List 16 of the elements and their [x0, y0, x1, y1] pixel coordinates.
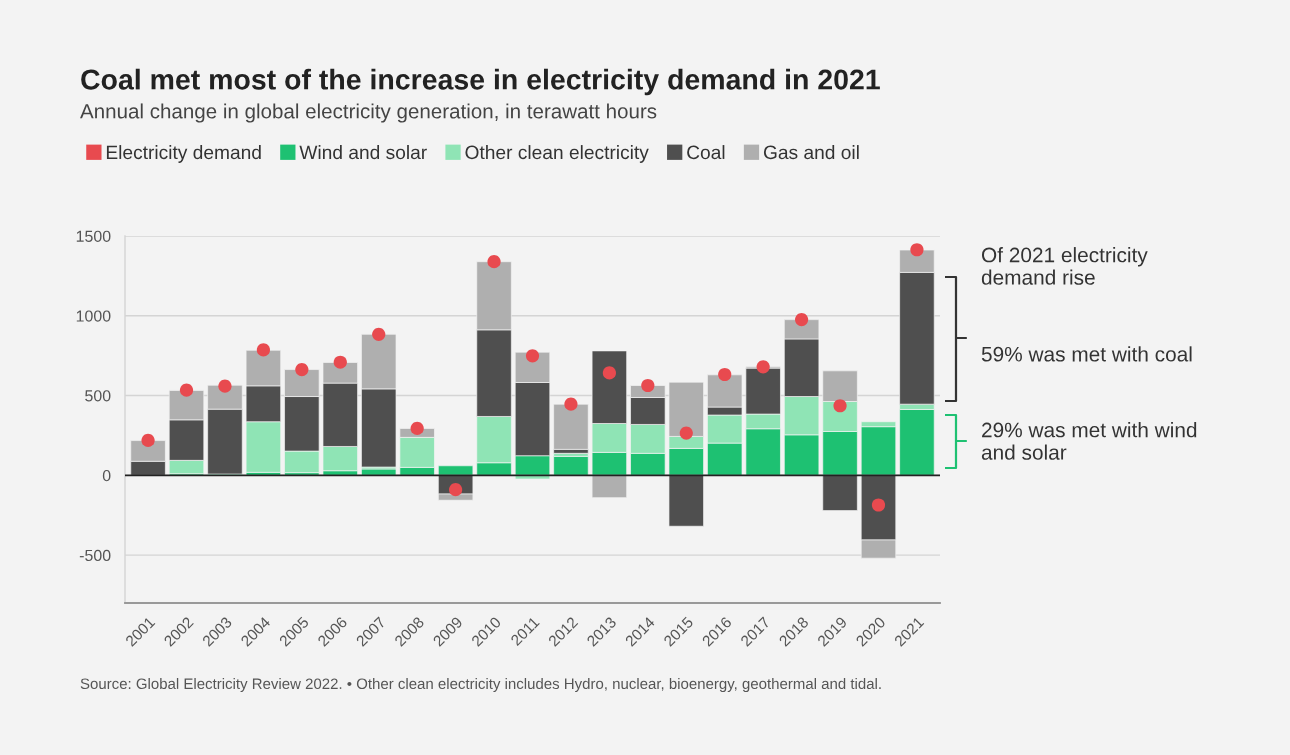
y-tick-label: 1500	[76, 230, 111, 242]
legend-label: Wind and solar	[299, 145, 427, 160]
chart-title: Coal met most of the increase in electricity demand in 2021	[81, 68, 880, 96]
y-tick-label: 0	[102, 469, 111, 482]
legend-label: Coal	[687, 145, 725, 160]
legend-label: Other clean electricity	[465, 145, 649, 163]
source-note: Source: Global Electricity Review 2022. • Other clean electricity includes Hydro, nuclear, bioenergy, geothermal and tidal.	[80, 678, 881, 692]
chart-subtitle: Annual change in global electricity generation, in terawatt hours	[80, 103, 657, 123]
legend-label: Gas and oil	[763, 145, 859, 160]
y-tick-label: -500	[79, 549, 111, 562]
y-tick-label: 500	[85, 390, 111, 402]
text: 59% was met with coal	[981, 346, 1192, 362]
text: Of 2021 electricity demand rise	[981, 247, 1148, 285]
text: 29% was met with wind and solar	[981, 422, 1197, 460]
y-tick-label: 1000	[76, 310, 111, 322]
legend-label: Electricity demand	[106, 145, 261, 163]
